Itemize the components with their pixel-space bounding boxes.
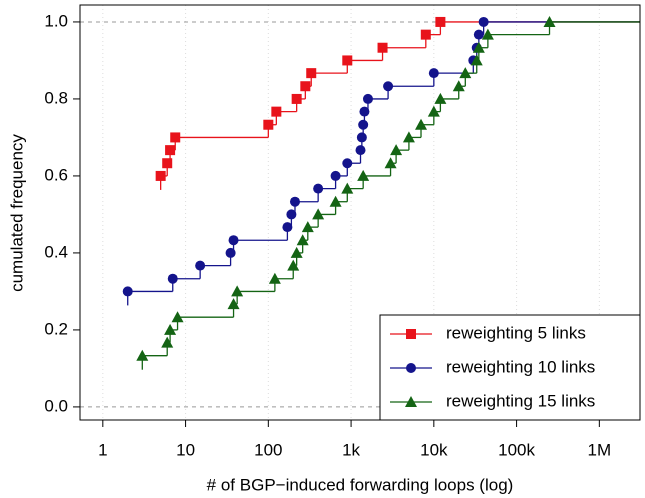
marker bbox=[435, 16, 446, 27]
y-tick-label: 0.4 bbox=[44, 242, 68, 261]
marker bbox=[434, 92, 447, 104]
marker bbox=[362, 93, 373, 104]
x-tick-label: 1 bbox=[98, 440, 107, 459]
marker bbox=[155, 170, 166, 181]
marker bbox=[306, 68, 317, 79]
marker bbox=[291, 93, 302, 104]
marker bbox=[231, 285, 244, 297]
marker bbox=[313, 183, 324, 194]
marker bbox=[136, 349, 149, 361]
x-axis-label: # of BGP−induced forwarding loops (log) bbox=[207, 475, 514, 494]
legend-label: reweighting 10 links bbox=[446, 357, 595, 376]
marker bbox=[405, 396, 417, 407]
marker bbox=[300, 81, 311, 92]
y-axis-label: cumulated frequency bbox=[7, 134, 26, 292]
marker bbox=[289, 196, 300, 207]
marker bbox=[481, 28, 494, 40]
marker bbox=[359, 106, 370, 117]
marker bbox=[543, 15, 556, 27]
marker bbox=[470, 54, 483, 66]
marker bbox=[330, 170, 341, 181]
marker bbox=[162, 158, 173, 169]
marker bbox=[170, 132, 181, 143]
marker bbox=[286, 209, 297, 220]
marker bbox=[171, 311, 184, 323]
marker bbox=[383, 81, 394, 92]
marker bbox=[341, 182, 354, 194]
marker bbox=[290, 246, 303, 258]
marker bbox=[225, 247, 236, 258]
marker bbox=[342, 55, 353, 66]
marker bbox=[228, 235, 239, 246]
marker bbox=[390, 144, 403, 156]
y-tick-label: 0.0 bbox=[44, 396, 68, 415]
marker bbox=[357, 169, 370, 181]
marker bbox=[263, 119, 274, 130]
marker bbox=[329, 195, 342, 207]
x-tick-label: 100k bbox=[498, 440, 535, 459]
legend-label: reweighting 5 links bbox=[446, 323, 586, 342]
marker bbox=[406, 329, 416, 339]
marker bbox=[195, 260, 206, 271]
legend: reweighting 5 links reweighting 10 links r… bbox=[379, 314, 641, 421]
x-tick-label: 10 bbox=[176, 440, 195, 459]
marker bbox=[122, 286, 133, 297]
marker bbox=[227, 298, 240, 310]
marker bbox=[165, 145, 176, 156]
marker bbox=[268, 272, 281, 284]
marker bbox=[402, 131, 415, 143]
marker bbox=[356, 132, 367, 143]
marker bbox=[301, 221, 314, 233]
x-tick-label: 10k bbox=[420, 440, 448, 459]
marker bbox=[472, 41, 485, 53]
x-tick-label: 1M bbox=[588, 440, 612, 459]
marker bbox=[428, 68, 439, 79]
x-tick-label: 100 bbox=[254, 440, 282, 459]
marker bbox=[420, 29, 431, 40]
marker bbox=[473, 29, 484, 40]
x-tick-label: 1k bbox=[342, 440, 360, 459]
y-tick-label: 0.8 bbox=[44, 88, 68, 107]
y-tick-label: 0.2 bbox=[44, 319, 68, 338]
marker bbox=[478, 16, 489, 27]
marker bbox=[406, 363, 416, 373]
y-tick-label: 0.6 bbox=[44, 165, 68, 184]
plot-frame bbox=[79, 4, 641, 421]
marker bbox=[271, 106, 282, 117]
marker bbox=[377, 42, 388, 53]
marker bbox=[384, 157, 397, 169]
marker bbox=[342, 158, 353, 169]
marker bbox=[161, 336, 174, 348]
marker bbox=[358, 119, 369, 130]
marker bbox=[287, 259, 300, 271]
legend-label: reweighting 15 links bbox=[446, 391, 595, 410]
marker bbox=[452, 80, 465, 92]
series bbox=[155, 16, 640, 190]
y-tick-label: 1.0 bbox=[44, 11, 68, 30]
marker bbox=[427, 105, 440, 117]
marker bbox=[312, 208, 325, 220]
marker bbox=[282, 222, 293, 233]
marker bbox=[164, 323, 177, 335]
marker bbox=[296, 234, 309, 246]
series bbox=[136, 15, 640, 370]
marker bbox=[167, 273, 178, 284]
marker bbox=[415, 118, 428, 130]
marker bbox=[459, 67, 472, 79]
marker bbox=[355, 145, 366, 156]
